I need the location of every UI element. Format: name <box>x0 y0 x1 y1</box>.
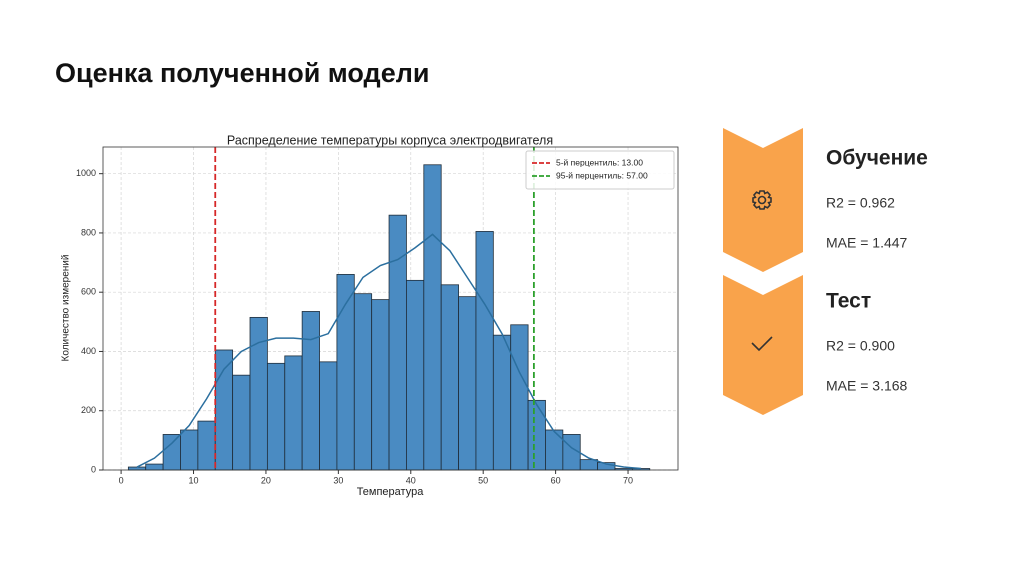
metric: R2 = 0.900 <box>826 338 895 354</box>
kde-line <box>136 233 642 470</box>
gear-icon <box>752 190 772 210</box>
bar <box>127 466 147 471</box>
x-tick-label: 0 <box>119 475 124 485</box>
bar <box>510 324 529 471</box>
bar <box>301 311 320 471</box>
x-tick-label: 20 <box>261 475 271 485</box>
slide-title: Оценка полученной модели <box>55 58 429 88</box>
bar <box>145 463 164 471</box>
bar <box>180 429 199 471</box>
legend-label: 95-й перцентиль: 57.00 <box>556 170 648 180</box>
chart-title: Распределение температуры корпуса электр… <box>227 133 553 147</box>
panel-title: Тест <box>826 290 871 313</box>
y-axis-title: Количество измерений <box>61 255 72 362</box>
legend-label: 5-й перцентиль: 13.00 <box>556 157 643 167</box>
bar <box>440 284 459 471</box>
x-tick-label: 50 <box>478 475 488 485</box>
bar <box>492 334 512 471</box>
y-tick-label: 0 <box>91 464 96 474</box>
y-tick-label: 800 <box>81 227 96 237</box>
x-tick-label: 60 <box>551 475 561 485</box>
bar <box>527 399 546 471</box>
bar <box>232 374 251 471</box>
metric: MAE = 3.168 <box>826 378 908 394</box>
bar <box>214 349 234 471</box>
bar <box>319 361 338 471</box>
legend-box <box>525 150 675 190</box>
bar <box>406 279 425 471</box>
y-tick-label: 400 <box>81 346 96 356</box>
metric: MAE = 1.447 <box>826 235 908 251</box>
plot-frame <box>102 146 679 471</box>
bar <box>284 355 303 471</box>
panel-title: Обучение <box>826 147 928 170</box>
bar <box>458 296 477 471</box>
check-icon <box>751 336 773 352</box>
x-tick-label: 30 <box>333 475 343 485</box>
x-tick-label: 70 <box>623 475 633 485</box>
bar <box>162 434 181 471</box>
bar <box>197 420 216 471</box>
metric: R2 = 0.962 <box>826 195 895 211</box>
x-tick-label: 10 <box>189 475 199 485</box>
y-tick-label: 200 <box>81 405 96 415</box>
bar <box>388 214 407 471</box>
y-tick-label: 1000 <box>76 168 96 178</box>
bar <box>579 459 599 471</box>
bar <box>266 362 286 471</box>
x-axis-title: Температура <box>357 486 425 498</box>
x-tick-label: 40 <box>406 475 416 485</box>
bar <box>423 164 442 471</box>
bar <box>353 293 373 471</box>
bar <box>371 299 390 471</box>
y-tick-label: 600 <box>81 287 96 297</box>
bar <box>545 429 564 471</box>
bar <box>475 231 494 471</box>
panel-chevron <box>723 128 803 272</box>
